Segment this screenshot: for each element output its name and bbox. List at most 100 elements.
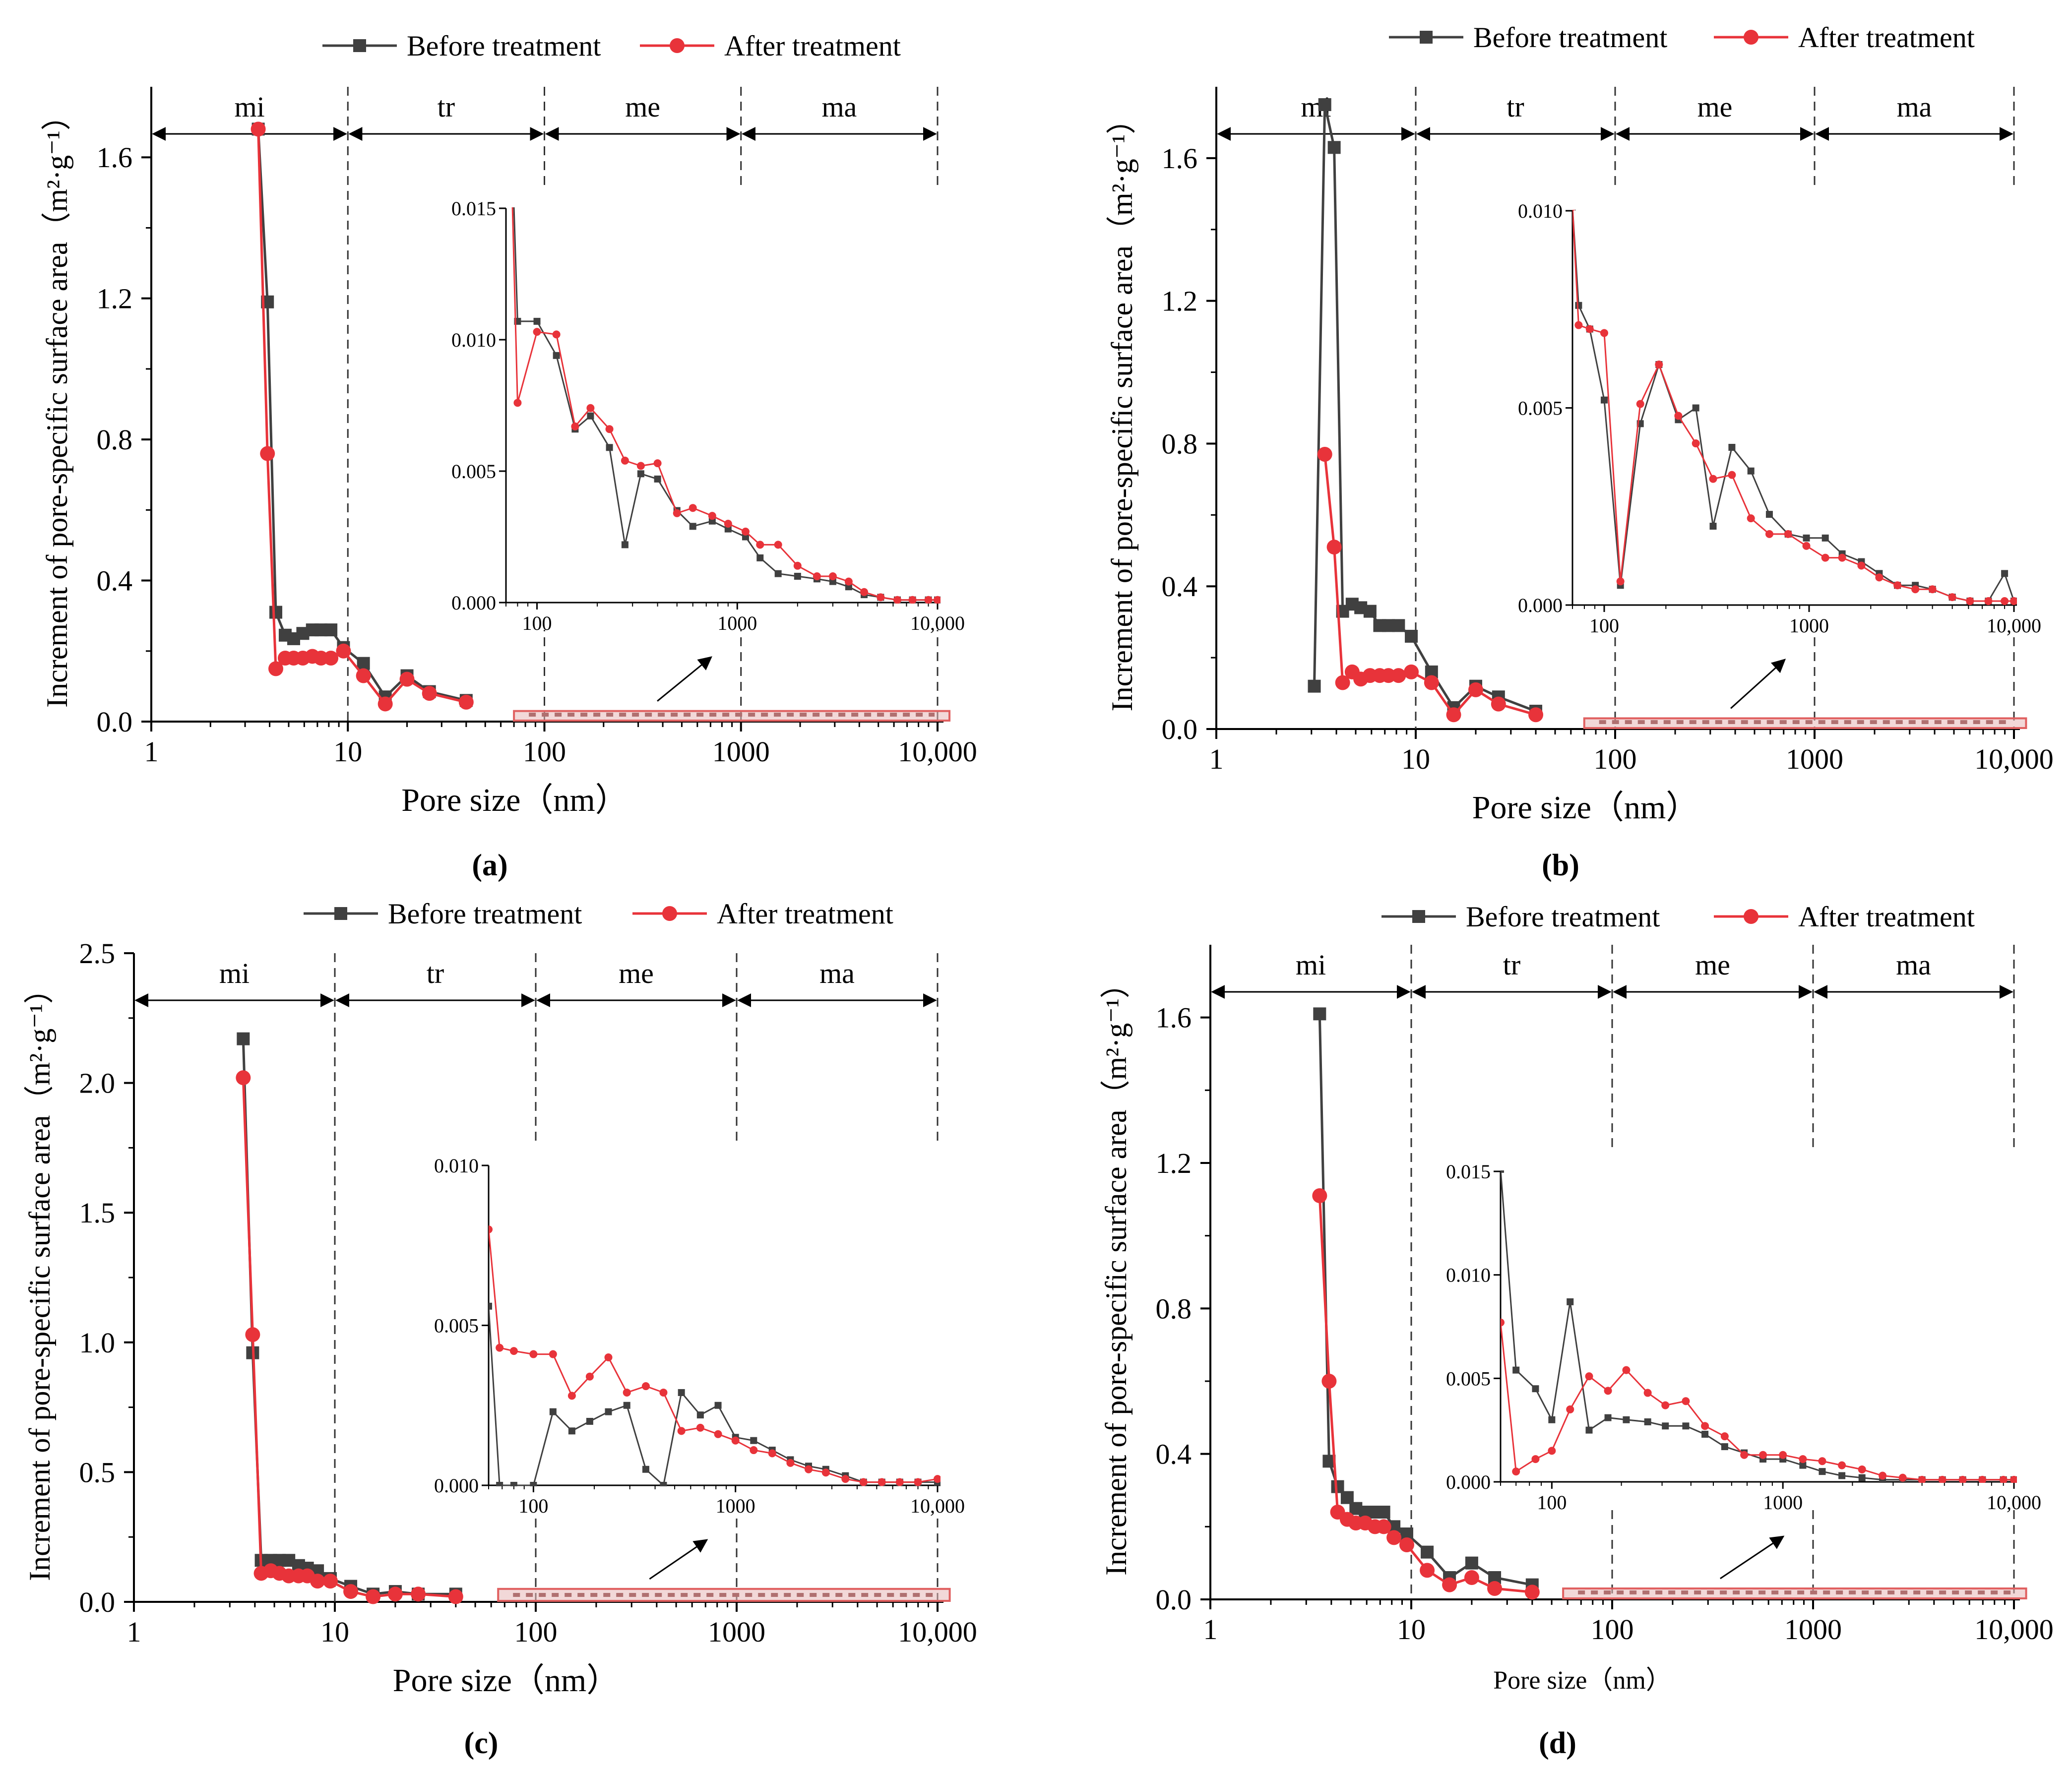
inset-data-point — [860, 588, 868, 596]
inset-x-tick-label: 1000 — [717, 612, 757, 634]
x-axis-label: Pore size（nm） — [401, 782, 628, 818]
region-label-ma: ma — [1896, 949, 1931, 981]
inset-data-point — [605, 1353, 613, 1361]
inset-data-point — [794, 562, 802, 570]
y-tick-label: 0.8 — [1162, 427, 1198, 460]
inset-data-point — [841, 1475, 849, 1483]
inset-data-point — [1692, 439, 1700, 447]
series-line — [258, 129, 466, 704]
region-label-me: me — [1695, 949, 1730, 981]
inset-data-point — [623, 1389, 631, 1397]
inset-data-point — [586, 404, 594, 412]
data-point — [1528, 707, 1543, 722]
inset-y-tick-label: 0.000 — [451, 592, 496, 614]
y-tick-label: 2.0 — [79, 1067, 116, 1099]
zoom-region-box — [1584, 718, 2026, 728]
inset-data-point — [1759, 1451, 1767, 1459]
y-tick-label: 1.2 — [97, 283, 133, 315]
data-point — [1424, 675, 1439, 690]
x-tick-label: 100 — [514, 1616, 558, 1648]
x-axis-label: Pore size（nm） — [1472, 790, 1698, 826]
zoom-arrow — [1731, 660, 1785, 708]
inset-data-point — [1512, 1367, 1519, 1374]
inset-data-point — [654, 476, 661, 483]
inset-data-point — [642, 1382, 650, 1390]
inset-data-point — [1721, 1443, 1728, 1450]
x-tick-label: 10,000 — [898, 735, 977, 768]
data-point — [411, 1586, 426, 1601]
inset-data-point — [1701, 1431, 1708, 1438]
y-tick-label: 2.5 — [79, 937, 116, 970]
inset-chart: 0.000 0.005 0.010 0.015 100 1000 10,000 — [451, 0, 965, 634]
inset-data-point — [1966, 597, 1974, 605]
region-label-tr: tr — [427, 957, 444, 989]
inset-data-point — [550, 1408, 557, 1415]
inset-data-point — [696, 1424, 704, 1432]
data-point — [356, 669, 371, 683]
inset-data-point — [485, 1225, 493, 1233]
inset-data-point — [2010, 1476, 2018, 1484]
panel-a: 0.0 0.4 0.8 1.2 1.6 1 10 100 1000 10,000 mi tr me ma 0… — [41, 0, 977, 882]
data-point — [310, 1574, 325, 1588]
inset-data-point — [568, 1427, 575, 1434]
inset-data-point — [914, 1478, 922, 1486]
y-tick-label: 1.2 — [1162, 285, 1198, 317]
inset-x-tick-label: 10,000 — [910, 1495, 965, 1517]
inset-data-point — [1497, 1319, 1505, 1327]
data-point — [1364, 605, 1377, 618]
inset-data-point — [1875, 573, 1883, 581]
inset-data-point — [513, 399, 521, 407]
series-line — [258, 129, 466, 700]
inset-data-point — [750, 1446, 757, 1454]
inset-data-point — [1911, 585, 1919, 593]
data-point — [378, 696, 393, 711]
data-point — [1465, 1557, 1478, 1570]
data-point — [1391, 668, 1406, 683]
x-tick-label: 10 — [320, 1616, 349, 1648]
inset-data-point — [775, 570, 782, 577]
inset-data-point — [1821, 554, 1829, 562]
y-axis-label: Increment of pore-specific surface area（… — [1106, 105, 1138, 712]
panel-caption: (d) — [1539, 1726, 1576, 1760]
inset-data-point — [1600, 329, 1608, 337]
inset-y-tick-label: 0.000 — [1518, 594, 1563, 616]
inset-data-point — [774, 541, 782, 549]
inset-data-point — [1644, 1418, 1651, 1425]
inset-data-point — [1605, 1414, 1612, 1421]
inset-data-point — [2001, 597, 2009, 605]
inset-data-point — [1721, 1432, 1729, 1440]
region-label-tr: tr — [438, 91, 455, 123]
inset-data-point — [1939, 1476, 1946, 1484]
inset-data-point — [934, 596, 942, 604]
inset-y-tick-label: 0.005 — [1518, 397, 1563, 420]
panel-b: 0.00.40.81.21.61 10 100 1000 10,000mi tr me ma0… — [1106, 21, 2054, 882]
region-label-me: me — [1697, 91, 1733, 123]
data-point — [1392, 619, 1405, 632]
inset-data-point — [768, 1450, 776, 1458]
data-point — [1446, 707, 1461, 722]
inset-data-point — [732, 1437, 740, 1445]
legend-before-label: Before treatment — [388, 898, 582, 930]
series-after — [236, 1070, 463, 1604]
inset-data-point — [1858, 1465, 1866, 1473]
legend: Before treatment After treatment — [1389, 21, 1975, 54]
inset-data-point — [1682, 1422, 1689, 1429]
inset-data-point — [534, 318, 541, 325]
figure: 0.00.40.81.21.61 10 100 1000 10,000mi tr me ma0… — [0, 0, 2072, 1769]
legend: Before treatment After treatment — [1381, 901, 1975, 933]
inset-y-tick-label: 0.005 — [434, 1315, 479, 1337]
inset-y-tick-label: 0.000 — [434, 1474, 479, 1497]
data-point — [400, 672, 415, 687]
inset-data-point — [1740, 1451, 1748, 1459]
inset-data-point — [678, 1389, 685, 1396]
inset-data-point — [606, 444, 613, 451]
inset-data-point — [756, 541, 764, 549]
inset-data-point — [877, 593, 884, 601]
inset-data-point — [1548, 1416, 1555, 1423]
series-line — [1315, 105, 1536, 711]
inset-data-point — [829, 572, 837, 580]
data-point — [422, 686, 437, 701]
inset-data-point — [813, 572, 821, 580]
series-line — [243, 1039, 456, 1594]
inset-data-point — [1899, 1474, 1907, 1482]
